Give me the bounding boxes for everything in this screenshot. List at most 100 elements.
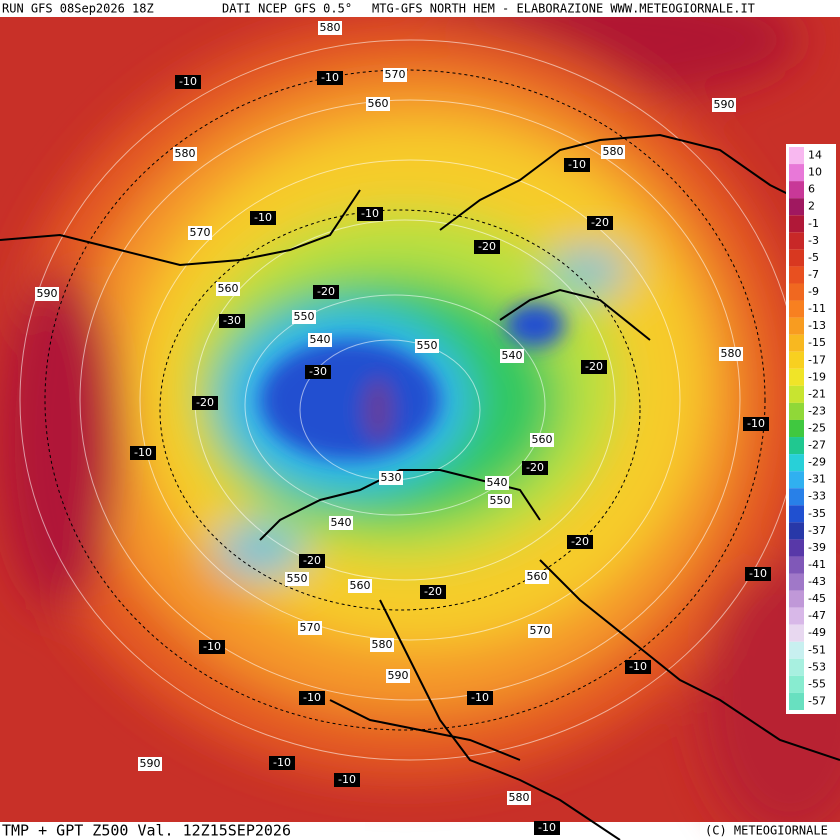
legend-swatch [789,539,804,557]
legend-label: -47 [808,609,826,622]
legend-label: -57 [808,694,826,707]
isotherm-label-box [199,640,225,654]
isohypse-label-box [530,433,554,447]
isohypse-label: 560 [350,579,371,592]
isotherm-label: -10 [471,691,489,704]
isotherm-label-box [357,207,383,221]
legend-swatch [789,607,804,625]
isohypse-label: 570 [300,621,321,634]
isotherm-label: -20 [424,585,442,598]
isohypse-label-box [386,669,410,683]
legend-swatch [789,147,804,165]
isohypse-label: 540 [331,516,352,529]
isohypse-label-box [366,97,390,111]
contour-labels: 580 570 560 590 580 580 570 590 560 550 540 550 540 5… [35,21,771,835]
legend-swatch [789,385,804,403]
header-source: DATI NCEP GFS 0.5° [222,2,352,16]
legend-label: -13 [808,319,826,332]
isotherm-label-box [299,554,325,568]
legend-label: -55 [808,677,826,690]
legend-swatch [789,334,804,352]
isotherm-label: -10 [203,640,221,653]
isotherm-label-box [269,756,295,770]
legend-label: -41 [808,558,826,571]
isotherm-label: -30 [309,365,327,378]
isotherm-label-box [587,216,613,230]
isohypse-label: 590 [714,98,735,111]
legend-swatch [789,181,804,199]
isotherm-label-box [250,211,276,225]
isohypse-label: 550 [417,339,438,352]
isohypse-label: 560 [532,433,553,446]
footer-copyright: (C) METEOGIORNALE [705,824,828,838]
legend-swatch [789,556,804,574]
isohypse-label-box [292,310,316,324]
isohypse-label: 590 [388,669,409,682]
isotherm-label: -20 [571,535,589,548]
legend-swatch [789,198,804,216]
isohypse-label-box [308,333,332,347]
legend-swatch [789,402,804,420]
isotherm-label-box [192,396,218,410]
isohypse-label-box [379,471,403,485]
legend-swatch [789,317,804,335]
legend-swatch [789,505,804,523]
isohypse-label: 580 [603,145,624,158]
legend-swatch [789,488,804,506]
isohypse-label-box [35,287,59,301]
isohypse-label-box [370,638,394,652]
isohypse-label-box [485,476,509,490]
isohypse-label-box [318,21,342,35]
legend-swatch [789,454,804,472]
isotherm-label-box [564,158,590,172]
copyright-bar [700,822,840,840]
isohypse-label-box [601,145,625,159]
footer-bar [0,822,365,840]
isotherm-label-box [299,691,325,705]
isotherm-label: -10 [254,211,272,224]
isotherm-label-box [175,75,201,89]
isotherm-label-box [625,660,651,674]
legend-swatch [789,215,804,233]
isohypse-label-box [488,494,512,508]
isotherm-label: -30 [223,314,241,327]
isotherm-label-box [522,461,548,475]
isohypse-label-box [415,339,439,353]
isotherm-label: -10 [321,71,339,84]
isotherm-label: -20 [478,240,496,253]
isotherm-label-box [474,240,500,254]
isohypse-label: 540 [310,333,331,346]
isohypse-label: 560 [218,282,239,295]
isotherm-label: -20 [317,285,335,298]
isohypse-label: 530 [381,471,402,484]
isotherm-label: -10 [273,756,291,769]
legend-swatch [789,283,804,301]
isotherm-label-box [130,446,156,460]
legend-swatch [789,419,804,438]
footer-title: TMP + GPT Z500 Val. 12Z15SEP2026 [2,822,291,840]
isotherm-label: -10 [134,446,152,459]
legend-label: -17 [808,353,826,366]
legend-label: -43 [808,575,826,588]
isohypse-label: 570 [190,226,211,239]
isotherm-label-box [745,567,771,581]
isotherm-label: -10 [303,691,321,704]
isohypse-label: 560 [368,97,389,110]
legend-label: -7 [808,268,819,281]
isotherm-label: -10 [629,660,647,673]
isohypse-label-box [712,98,736,112]
legend-label: -11 [808,302,826,315]
legend-label: 6 [808,183,815,196]
legend-swatch [789,522,804,540]
legend-label: 2 [808,200,815,213]
isohypse-label-box [216,282,240,296]
isohypse-label: 590 [37,287,58,300]
legend-swatch [789,368,804,386]
legend-swatch [789,590,804,608]
isotherm-label-box [467,691,493,705]
legend-swatch [789,675,804,693]
isohypse-label: 580 [320,21,341,34]
legend-label: -19 [808,370,826,383]
